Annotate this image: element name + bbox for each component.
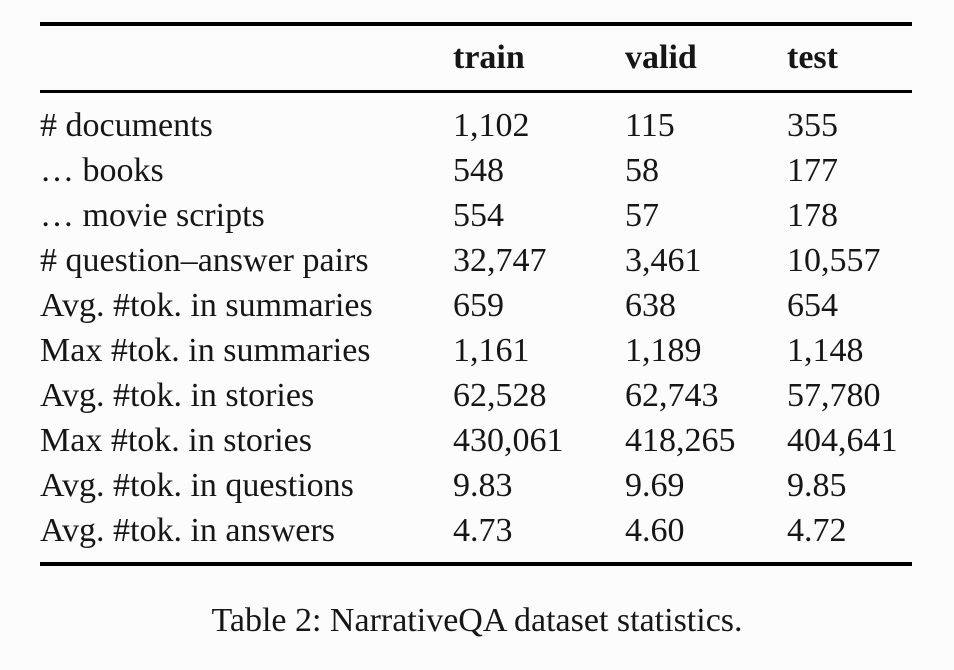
cell-test: 355 bbox=[787, 107, 838, 144]
cell-test: 57,780 bbox=[787, 377, 881, 414]
cell-test: 654 bbox=[787, 287, 838, 324]
row-label: Avg. #tok. in questions bbox=[40, 467, 354, 504]
row-label: Avg. #tok. in answers bbox=[40, 508, 453, 566]
cell-valid: 638 bbox=[625, 287, 676, 324]
header-cell-train: train bbox=[453, 24, 625, 93]
table-row: … books 548 58 177 bbox=[40, 148, 912, 193]
cell-train: 1,102 bbox=[453, 107, 530, 144]
table-body: # documents 1,102 115 355 … books 548 58… bbox=[40, 92, 912, 566]
table-row: Max #tok. in summaries 1,161 1,189 1,148 bbox=[40, 328, 912, 373]
cell-test: 9.85 bbox=[787, 467, 847, 504]
cell-test: 4.72 bbox=[787, 508, 912, 566]
cell-valid: 1,189 bbox=[625, 332, 702, 369]
cell-train: 554 bbox=[453, 197, 504, 234]
header-cell-empty bbox=[40, 24, 453, 93]
table-row: # documents 1,102 115 355 bbox=[40, 92, 912, 149]
table-row: Avg. #tok. in summaries 659 638 654 bbox=[40, 283, 912, 328]
row-label: Max #tok. in stories bbox=[40, 422, 312, 459]
cell-valid: 58 bbox=[625, 152, 659, 189]
cell-valid: 62,743 bbox=[625, 377, 719, 414]
header-row: train valid test bbox=[40, 24, 912, 93]
cell-train: 62,528 bbox=[453, 377, 547, 414]
table-row: # question–answer pairs 32,747 3,461 10,… bbox=[40, 238, 912, 283]
table-row: Max #tok. in stories 430,061 418,265 404… bbox=[40, 418, 912, 463]
row-label: # question–answer pairs bbox=[40, 242, 369, 279]
header-cell-test: test bbox=[787, 24, 912, 93]
cell-valid: 3,461 bbox=[625, 242, 702, 279]
row-label: … books bbox=[40, 152, 164, 189]
cell-test: 178 bbox=[787, 197, 838, 234]
dataset-stats-table: train valid test # documents 1,102 115 3… bbox=[40, 22, 912, 566]
cell-train: 4.73 bbox=[453, 508, 625, 566]
cell-valid: 9.69 bbox=[625, 467, 685, 504]
cell-valid: 4.60 bbox=[625, 508, 787, 566]
table-caption: Table 2: NarrativeQA dataset statistics. bbox=[211, 602, 743, 639]
table-row: Avg. #tok. in stories 62,528 62,743 57,7… bbox=[40, 373, 912, 418]
cell-train: 32,747 bbox=[453, 242, 547, 279]
row-label: Avg. #tok. in summaries bbox=[40, 287, 373, 324]
cell-valid: 57 bbox=[625, 197, 659, 234]
cell-test: 177 bbox=[787, 152, 838, 189]
cell-test: 1,148 bbox=[787, 332, 864, 369]
table-header: train valid test bbox=[40, 24, 912, 93]
cell-test: 10,557 bbox=[787, 242, 881, 279]
table-row: Avg. #tok. in answers 4.73 4.60 4.72 bbox=[40, 508, 912, 566]
row-label: Max #tok. in summaries bbox=[40, 332, 371, 369]
cell-train: 9.83 bbox=[453, 467, 513, 504]
row-label: # documents bbox=[40, 107, 213, 144]
row-label: Avg. #tok. in stories bbox=[40, 377, 315, 414]
cell-valid: 418,265 bbox=[625, 422, 736, 459]
cell-train: 430,061 bbox=[453, 422, 564, 459]
table-row: Avg. #tok. in questions 9.83 9.69 9.85 bbox=[40, 463, 912, 508]
header-cell-valid: valid bbox=[625, 24, 787, 93]
cell-train: 1,161 bbox=[453, 332, 530, 369]
table-row: … movie scripts 554 57 178 bbox=[40, 193, 912, 238]
row-label: … movie scripts bbox=[40, 197, 265, 234]
cell-test: 404,641 bbox=[787, 422, 898, 459]
cell-train: 659 bbox=[453, 287, 504, 324]
cell-valid: 115 bbox=[625, 107, 675, 144]
cell-train: 548 bbox=[453, 152, 504, 189]
